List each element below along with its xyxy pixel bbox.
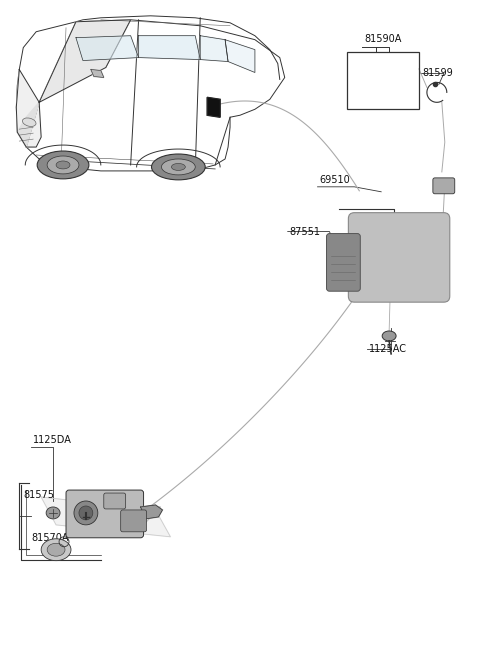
Ellipse shape <box>41 539 71 561</box>
Polygon shape <box>141 505 162 519</box>
FancyBboxPatch shape <box>433 178 455 194</box>
Ellipse shape <box>79 506 93 520</box>
Polygon shape <box>207 97 220 117</box>
Polygon shape <box>16 70 41 147</box>
Polygon shape <box>200 35 228 62</box>
Ellipse shape <box>152 154 205 180</box>
Ellipse shape <box>46 507 60 519</box>
Text: 69510: 69510 <box>320 175 350 185</box>
Ellipse shape <box>171 163 185 171</box>
Polygon shape <box>39 20 131 102</box>
Text: 1125DA: 1125DA <box>33 436 72 445</box>
Text: 81590A: 81590A <box>364 33 402 44</box>
Ellipse shape <box>47 156 79 174</box>
Ellipse shape <box>161 159 195 175</box>
Polygon shape <box>225 39 255 72</box>
Ellipse shape <box>47 543 65 556</box>
Text: 81575: 81575 <box>23 490 54 500</box>
Bar <box>348 52 419 110</box>
Ellipse shape <box>56 161 70 169</box>
Polygon shape <box>101 507 160 523</box>
Text: 81570A: 81570A <box>31 533 69 543</box>
Polygon shape <box>139 35 200 60</box>
Ellipse shape <box>37 151 89 179</box>
Text: 1125AC: 1125AC <box>369 344 407 354</box>
Ellipse shape <box>74 501 98 525</box>
Ellipse shape <box>382 331 396 341</box>
FancyBboxPatch shape <box>66 490 144 538</box>
Ellipse shape <box>23 118 36 127</box>
Polygon shape <box>17 102 39 147</box>
FancyBboxPatch shape <box>348 213 450 302</box>
Polygon shape <box>76 35 139 60</box>
FancyBboxPatch shape <box>120 510 146 532</box>
FancyBboxPatch shape <box>104 493 126 509</box>
Polygon shape <box>91 70 104 77</box>
Text: 87551: 87551 <box>290 226 321 237</box>
Text: 81599: 81599 <box>422 68 453 79</box>
FancyBboxPatch shape <box>326 234 360 291</box>
Polygon shape <box>41 497 170 537</box>
